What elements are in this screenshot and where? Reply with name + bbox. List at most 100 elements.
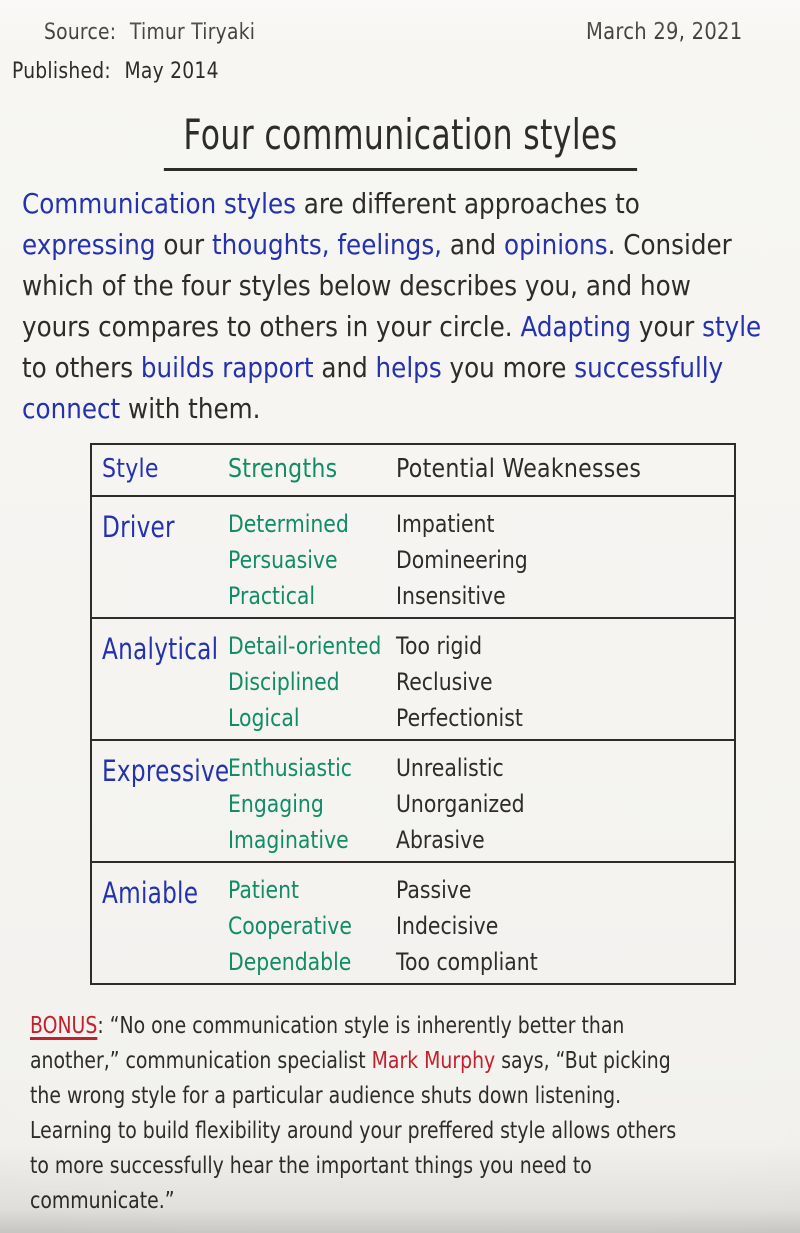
intro-line-3: which of the four styles below describes… — [22, 265, 707, 306]
text-segment: which of the four styles below describes… — [22, 269, 691, 302]
source-value: Timur Tiryaki — [129, 20, 256, 45]
cell-line: Unorganized — [396, 790, 525, 818]
bonus-line-5: to more successfully hear the important … — [30, 1149, 658, 1184]
cell-line: Passive — [396, 876, 472, 904]
date-text: March 29, 2021 — [586, 19, 743, 45]
page-title: Four communication styles — [163, 110, 637, 171]
strengths-list: Detail-oriented Disciplined Logical — [228, 628, 382, 736]
strengths-cell: Enthusiastic Engaging Imaginative — [216, 741, 394, 861]
intro-line-2: expressing our thoughts, feelings, and o… — [22, 224, 732, 265]
text-segment: are different approaches to — [295, 187, 640, 220]
text-segment: communicate.” — [30, 1188, 175, 1214]
cell-line: Logical — [228, 704, 300, 732]
intro-line-4: yours compares to others in your circle.… — [22, 306, 761, 347]
text-segment: helps — [375, 351, 442, 384]
cell-line: Perfectionist — [396, 704, 523, 732]
style-cell: Driver — [92, 497, 216, 617]
strengths-cell: Patient Cooperative Dependable — [216, 863, 394, 983]
text-segment: successfully — [574, 351, 724, 384]
text-segment: to others — [22, 351, 141, 384]
cell-line: Domineering — [396, 546, 528, 574]
cell-line: Too compliant — [396, 948, 538, 976]
cell-line: Impatient — [396, 510, 495, 538]
text-segment: you more — [441, 351, 575, 384]
table-header-row: Style Strengths Potential Weaknesses — [92, 445, 734, 497]
header-cell-strengths: Strengths — [216, 445, 394, 495]
text-segment: your — [631, 310, 703, 343]
text-segment: opinions — [504, 228, 608, 261]
text-segment: . Consider — [607, 228, 732, 261]
weaknesses-list: Too rigid Reclusive Perfectionist — [396, 628, 683, 736]
style-cell: Expressive — [92, 741, 229, 861]
table-row-expressive: Expressive Enthusiastic Engaging Imaginati… — [92, 741, 734, 863]
column-header-style: Style — [102, 454, 159, 484]
source-label: Source: — [44, 20, 117, 45]
cell-line: Indecisive — [396, 912, 499, 940]
strengths-list: Enthusiastic Engaging Imaginative — [228, 750, 369, 858]
bonus-line-2: another,” communication specialist Mark … — [30, 1044, 671, 1079]
text-segment: another,” communication specialist — [30, 1048, 372, 1074]
text-segment: Learning to build flexibility around you… — [30, 1118, 677, 1144]
style-name: Driver — [102, 510, 175, 544]
style-cell: Analytical — [92, 619, 219, 739]
text-segment: yours compares to others in your circle. — [22, 310, 521, 343]
cell-line: Determined — [228, 510, 349, 538]
text-segment: BONUS — [30, 1013, 98, 1039]
communication-styles-table: Style Strengths Potential Weaknesses Dri… — [90, 443, 736, 985]
cell-line: Reclusive — [396, 668, 493, 696]
table-row-amiable: Amiable Patient Cooperative Dependable Pas… — [92, 863, 734, 983]
column-header-strengths: Strengths — [228, 454, 338, 484]
cell-line: Disciplined — [228, 668, 340, 696]
published-line: Published: May 2014 — [12, 59, 255, 84]
weaknesses-list: Passive Indecisive Too compliant — [396, 872, 683, 980]
cell-line: Detail-oriented — [228, 632, 382, 660]
intro-line-1: Communication styles are different appro… — [22, 183, 707, 224]
published-label: Published: — [12, 59, 111, 84]
style-cell: Amiable — [92, 863, 216, 983]
weaknesses-cell: Passive Indecisive Too compliant — [394, 863, 734, 983]
text-segment: with them. — [120, 392, 261, 425]
cell-line: Patient — [228, 876, 300, 904]
strengths-cell: Detail-oriented Disciplined Logical — [216, 619, 394, 739]
style-name: Expressive — [102, 754, 230, 788]
weaknesses-cell: Impatient Domineering Insensitive — [394, 497, 734, 617]
cell-line: Unrealistic — [396, 754, 504, 782]
cell-line: Engaging — [228, 790, 324, 818]
style-name: Analytical — [102, 632, 219, 666]
text-segment: to more successfully hear the important … — [30, 1153, 592, 1179]
text-segment: thoughts, feelings, — [211, 228, 442, 261]
cell-line: Persuasive — [228, 546, 338, 574]
text-segment: says, “But picking — [495, 1048, 671, 1074]
header-cell-style: Style — [92, 445, 216, 495]
weaknesses-cell: Too rigid Reclusive Perfectionist — [394, 619, 734, 739]
weaknesses-cell: Unrealistic Unorganized Abrasive — [394, 741, 734, 861]
bonus-line-4: Learning to build flexibility around you… — [30, 1114, 676, 1149]
column-header-weaknesses: Potential Weaknesses — [396, 454, 642, 484]
header-cell-weaknesses: Potential Weaknesses — [394, 445, 734, 495]
text-segment: “No one communication style is inherentl… — [109, 1013, 625, 1039]
text-segment: builds rapport — [140, 351, 314, 384]
text-segment: style — [702, 310, 762, 343]
cell-line: Cooperative — [228, 912, 352, 940]
bonus-line-6: communicate.” — [30, 1184, 658, 1219]
bonus-line-3: the wrong style for a particular audienc… — [30, 1079, 658, 1114]
date-line: March 29, 2021 — [586, 19, 770, 45]
weaknesses-list: Unrealistic Unorganized Abrasive — [396, 750, 683, 858]
published-value: May 2014 — [124, 59, 219, 84]
strengths-cell: Determined Persuasive Practical — [216, 497, 394, 617]
text-segment: Adapting — [520, 310, 632, 343]
cell-line: Practical — [228, 582, 316, 610]
text-segment: : — [97, 1013, 110, 1039]
strengths-list: Determined Persuasive Practical — [228, 506, 369, 614]
cell-line: Dependable — [228, 948, 352, 976]
source-line-text: Source: Timur Tiryaki — [44, 20, 255, 45]
text-segment: and — [313, 351, 376, 384]
bonus-line-1: BONUS: “No one communication style is in… — [30, 1009, 658, 1044]
bonus-paragraph: BONUS: “No one communication style is in… — [30, 1009, 796, 1219]
published-line-text: Published: May 2014 — [12, 59, 219, 84]
intro-line-6: connect with them. — [22, 388, 707, 429]
style-name: Amiable — [102, 876, 199, 910]
weaknesses-list: Impatient Domineering Insensitive — [396, 506, 683, 614]
intro-line-5: to others builds rapport and helps you m… — [22, 347, 723, 388]
